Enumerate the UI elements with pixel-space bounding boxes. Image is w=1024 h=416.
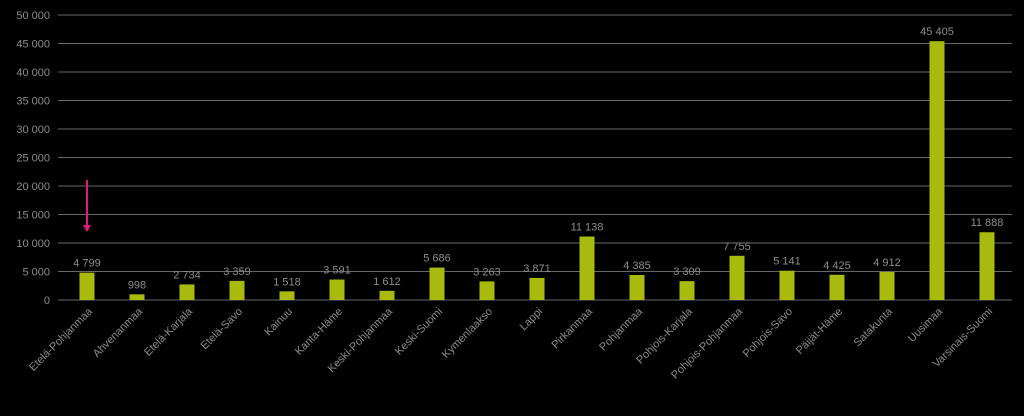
y-tick-label: 20 000 [16,181,50,193]
y-tick-label: 15 000 [16,210,50,222]
data-label: 1 518 [273,276,301,288]
x-tick-label: Kainuu [262,306,295,339]
x-tick-label: Etelä-Pohjanmaa [27,305,96,374]
bar [379,290,395,300]
x-tick-label: Keski-Suomi [393,306,445,358]
y-tick-label: 50 000 [16,10,50,22]
x-tick-label: Ahvenanmaa [91,305,146,360]
x-tick-label: Uusimaa [906,305,946,345]
y-tick-label: 30 000 [16,124,50,136]
data-label: 998 [128,279,146,291]
bar [879,272,895,300]
bar [179,284,195,300]
bar [479,281,495,300]
data-label: 7 755 [723,241,751,253]
bar [529,277,545,300]
x-tick-label: Päijät-Häme [794,306,845,357]
bar [629,275,645,300]
y-tick-label: 10 000 [16,238,50,250]
data-label: 5 141 [773,256,801,268]
y-tick-label: 40 000 [16,67,50,79]
bar [729,255,745,300]
bar [129,294,145,300]
data-label: 45 405 [920,26,954,38]
bar [229,280,245,300]
bar [979,232,995,300]
data-label: 4 912 [873,257,901,269]
data-label: 3 309 [673,266,701,278]
data-label: 3 591 [323,265,351,277]
data-label: 4 385 [623,260,651,272]
x-tick-label: Kymenlaakso [440,306,495,361]
bar [779,270,795,300]
x-tick-label: Pirkanmaa [549,305,595,351]
data-label: 4 425 [823,260,851,272]
data-label: 3 359 [223,266,251,278]
data-label: 11 888 [971,217,1004,229]
bar [679,281,695,300]
x-tick-label: Satakunta [852,305,896,349]
data-label: 4 799 [73,258,101,270]
bar [579,236,595,300]
bar [329,279,345,300]
data-label: 2 734 [173,269,201,281]
x-tick-label: Kanta-Häme [293,306,345,358]
y-tick-label: 45 000 [16,39,50,51]
x-tick-label: Pohjois-Savo [741,306,795,360]
data-label: 11 138 [571,222,604,234]
y-tick-label: 35 000 [16,96,50,108]
bar [929,41,945,301]
x-tick-label: Etelä-Savo [199,306,246,353]
y-tick-label: 25 000 [16,153,50,165]
bar [79,272,95,300]
bar [429,267,445,300]
y-tick-label: 0 [44,295,50,307]
data-label: 5 686 [423,253,451,265]
bar [279,291,295,300]
y-tick-label: 5 000 [22,267,50,279]
annotation-arrow-head [83,225,91,232]
data-label: 3 263 [473,266,501,278]
bar [829,274,845,300]
data-label: 3 871 [523,263,551,275]
x-tick-label: Etelä-Karjala [142,305,196,359]
data-label: 1 612 [373,276,401,288]
x-tick-label: Lappi [518,306,546,334]
x-tick-label: Pohjanmaa [597,305,645,353]
